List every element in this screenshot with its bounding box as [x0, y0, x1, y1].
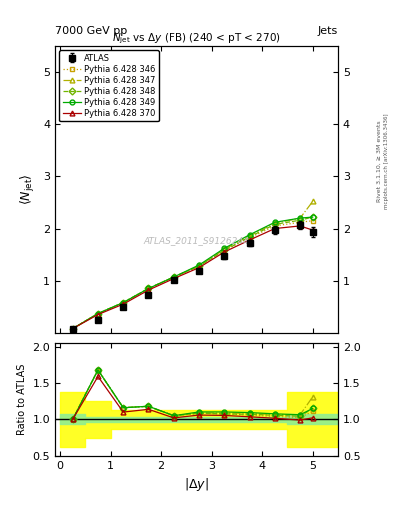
Pythia 6.428 370 [146, 287, 151, 293]
Pythia 6.428 346 [272, 223, 277, 229]
Line: Pythia 6.428 349: Pythia 6.428 349 [70, 215, 315, 331]
Pythia 6.428 348 [95, 310, 100, 316]
Legend: ATLAS, Pythia 6.428 346, Pythia 6.428 347, Pythia 6.428 348, Pythia 6.428 349, P: ATLAS, Pythia 6.428 346, Pythia 6.428 34… [59, 50, 159, 121]
Pythia 6.428 370 [95, 311, 100, 317]
Text: ATLAS_2011_S9126244: ATLAS_2011_S9126244 [143, 237, 250, 246]
Pythia 6.428 348 [222, 247, 227, 253]
Pythia 6.428 346 [222, 247, 227, 253]
Pythia 6.428 348 [310, 214, 315, 220]
Pythia 6.428 370 [272, 225, 277, 231]
Pythia 6.428 347 [171, 274, 176, 280]
Pythia 6.428 347 [146, 285, 151, 291]
Pythia 6.428 348 [121, 300, 126, 306]
Pythia 6.428 349 [222, 245, 227, 251]
Line: Pythia 6.428 370: Pythia 6.428 370 [70, 224, 315, 331]
Pythia 6.428 348 [247, 234, 252, 240]
Pythia 6.428 346 [70, 326, 75, 332]
Pythia 6.428 346 [298, 219, 303, 225]
Pythia 6.428 347 [247, 233, 252, 239]
Pythia 6.428 349 [95, 310, 100, 316]
Pythia 6.428 349 [70, 326, 75, 332]
Pythia 6.428 346 [121, 300, 126, 306]
Pythia 6.428 346 [171, 274, 176, 280]
Line: Pythia 6.428 347: Pythia 6.428 347 [70, 199, 315, 331]
Pythia 6.428 370 [310, 227, 315, 233]
Pythia 6.428 348 [272, 221, 277, 227]
Title: $N_{\rm jet}$ vs $\Delta y$ (FB) (240 < pT < 270): $N_{\rm jet}$ vs $\Delta y$ (FB) (240 < … [112, 32, 281, 46]
Pythia 6.428 349 [121, 300, 126, 306]
Pythia 6.428 349 [146, 285, 151, 291]
Line: Pythia 6.428 348: Pythia 6.428 348 [70, 215, 315, 331]
Pythia 6.428 347 [222, 246, 227, 252]
Pythia 6.428 349 [310, 214, 315, 220]
Pythia 6.428 348 [70, 326, 75, 332]
Pythia 6.428 370 [222, 249, 227, 255]
Line: Pythia 6.428 346: Pythia 6.428 346 [70, 218, 315, 331]
Text: mcplots.cern.ch [arXiv:1306.3436]: mcplots.cern.ch [arXiv:1306.3436] [384, 113, 389, 208]
Pythia 6.428 370 [70, 326, 75, 332]
Pythia 6.428 370 [196, 265, 201, 271]
Pythia 6.428 348 [298, 217, 303, 223]
Text: 7000 GeV pp: 7000 GeV pp [55, 26, 127, 36]
Pythia 6.428 346 [95, 310, 100, 316]
Pythia 6.428 349 [272, 219, 277, 225]
Pythia 6.428 347 [70, 326, 75, 332]
Pythia 6.428 347 [310, 198, 315, 204]
Pythia 6.428 370 [171, 275, 176, 282]
Pythia 6.428 370 [247, 237, 252, 243]
Pythia 6.428 348 [196, 263, 201, 269]
Pythia 6.428 346 [146, 285, 151, 291]
X-axis label: $|\Delta y|$: $|\Delta y|$ [184, 476, 209, 493]
Pythia 6.428 348 [171, 274, 176, 280]
Y-axis label: Ratio to ATLAS: Ratio to ATLAS [17, 364, 27, 435]
Pythia 6.428 347 [272, 220, 277, 226]
Pythia 6.428 370 [121, 301, 126, 307]
Pythia 6.428 349 [171, 274, 176, 280]
Pythia 6.428 349 [196, 262, 201, 268]
Pythia 6.428 370 [298, 223, 303, 229]
Pythia 6.428 349 [298, 215, 303, 221]
Pythia 6.428 346 [196, 263, 201, 269]
Pythia 6.428 347 [196, 263, 201, 269]
Text: Jets: Jets [318, 26, 338, 36]
Pythia 6.428 346 [310, 218, 315, 224]
Pythia 6.428 348 [146, 285, 151, 291]
Pythia 6.428 349 [247, 232, 252, 238]
Pythia 6.428 347 [121, 300, 126, 306]
Pythia 6.428 346 [247, 235, 252, 241]
Text: Rivet 3.1.10, ≥ 3M events: Rivet 3.1.10, ≥ 3M events [377, 120, 382, 202]
Y-axis label: $\langle N_{\rm jet}\rangle$: $\langle N_{\rm jet}\rangle$ [20, 174, 37, 205]
Pythia 6.428 347 [298, 215, 303, 221]
Pythia 6.428 347 [95, 310, 100, 316]
